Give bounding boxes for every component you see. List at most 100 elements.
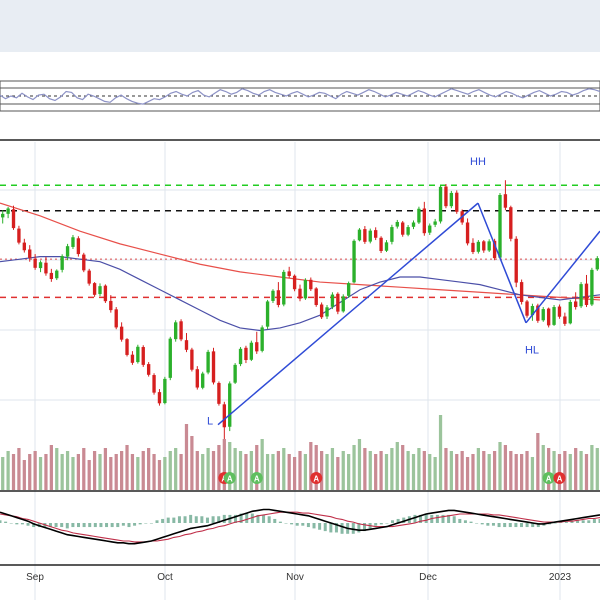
macd-histogram-bar <box>514 523 517 527</box>
macd-histogram-bar <box>111 523 114 527</box>
macd-histogram-bar <box>94 523 97 527</box>
volume-bar <box>434 457 437 490</box>
candle-body <box>39 262 42 268</box>
candle-body <box>515 239 518 283</box>
candle-body <box>136 347 139 362</box>
macd-histogram-bar <box>503 523 506 527</box>
candle-body <box>152 375 155 393</box>
volume-bar <box>574 448 577 490</box>
volume-bar <box>23 460 26 490</box>
candle-body <box>574 301 577 307</box>
candle-body <box>455 193 458 212</box>
volume-bar <box>396 442 399 490</box>
macd-histogram-bar <box>172 518 175 523</box>
macd-histogram-bar <box>55 523 58 527</box>
macd-histogram-bar <box>189 515 192 523</box>
candle-body <box>423 208 426 233</box>
volume-bar <box>515 454 518 490</box>
candle-body <box>412 222 415 226</box>
volume-bar <box>385 454 388 490</box>
volume-bar <box>401 445 404 490</box>
candle-body <box>417 209 420 223</box>
macd-histogram-bar <box>385 523 388 524</box>
volume-bar <box>439 415 442 490</box>
macd-histogram-bar <box>167 518 170 523</box>
candle-body <box>71 237 74 247</box>
volume-bar <box>358 439 361 490</box>
macd-histogram-bar <box>77 523 80 527</box>
candle-body <box>396 222 399 227</box>
macd-histogram-bar <box>195 516 198 523</box>
macd-histogram-bar <box>464 520 467 523</box>
volume-bar <box>466 457 469 490</box>
volume-bar <box>152 454 155 490</box>
volume-bar <box>1 457 4 490</box>
candle-body <box>320 304 323 317</box>
volume-bar <box>412 454 415 490</box>
candle-body <box>125 339 128 355</box>
macd-histogram-bar <box>509 523 512 527</box>
candle-body <box>498 195 501 258</box>
macd-histogram-bar <box>27 523 30 526</box>
volume-bar <box>66 451 69 490</box>
candle-body <box>331 295 334 307</box>
volume-bar <box>179 454 182 490</box>
macd-histogram-bar <box>116 523 119 527</box>
macd-histogram-bar <box>593 519 596 523</box>
candle-body <box>342 296 345 311</box>
volume-bar <box>244 454 247 490</box>
volume-bar <box>579 451 582 490</box>
x-axis-label: Sep <box>26 572 44 583</box>
candle-body <box>196 369 199 387</box>
candle-body <box>482 241 485 250</box>
volume-bar <box>320 451 323 490</box>
volume-bar <box>206 448 209 490</box>
volume-bar <box>596 448 599 490</box>
candle-body <box>504 194 507 207</box>
volume-bar <box>455 454 458 490</box>
volume-bar <box>379 451 382 490</box>
volume-badge-label: A <box>254 475 260 484</box>
macd-histogram-bar <box>245 514 248 523</box>
candle-body <box>509 207 512 239</box>
candle-body <box>315 288 318 305</box>
volume-bar <box>504 445 507 490</box>
candle-body <box>179 321 182 339</box>
candle-body <box>547 309 550 326</box>
macd-histogram-bar <box>88 523 91 527</box>
macd-histogram-bar <box>341 523 344 534</box>
candle-body <box>596 258 599 269</box>
candle-body <box>406 227 409 235</box>
candle-body <box>444 187 447 207</box>
candle-body <box>104 286 107 302</box>
volume-bar <box>342 451 345 490</box>
volume-bar <box>250 451 253 490</box>
candle-body <box>217 383 220 404</box>
candle-body <box>6 208 9 213</box>
volume-bar <box>131 454 134 490</box>
volume-bar <box>428 454 431 490</box>
candle-body <box>255 342 258 351</box>
candle-body <box>12 209 15 228</box>
volume-bar <box>498 442 501 490</box>
candle-body <box>525 301 528 315</box>
macd-histogram-bar <box>4 522 7 523</box>
volume-bar <box>336 457 339 490</box>
candle-body <box>471 243 474 252</box>
macd-histogram-bar <box>329 523 332 532</box>
macd-histogram-bar <box>144 523 147 524</box>
macd-histogram-bar <box>206 518 209 523</box>
candle-body <box>1 214 4 218</box>
candle-body <box>590 270 593 305</box>
macd-histogram-bar <box>492 523 495 526</box>
candle-body <box>390 227 393 242</box>
candle-body <box>358 230 361 241</box>
volume-badge-label: A <box>546 475 552 484</box>
volume-bar <box>261 439 264 490</box>
candle-body <box>363 229 366 242</box>
volume-bar <box>471 454 474 490</box>
macd-histogram-bar <box>301 523 304 526</box>
volume-bar <box>190 436 193 490</box>
candle-body <box>288 271 291 276</box>
candle-body <box>428 226 431 233</box>
